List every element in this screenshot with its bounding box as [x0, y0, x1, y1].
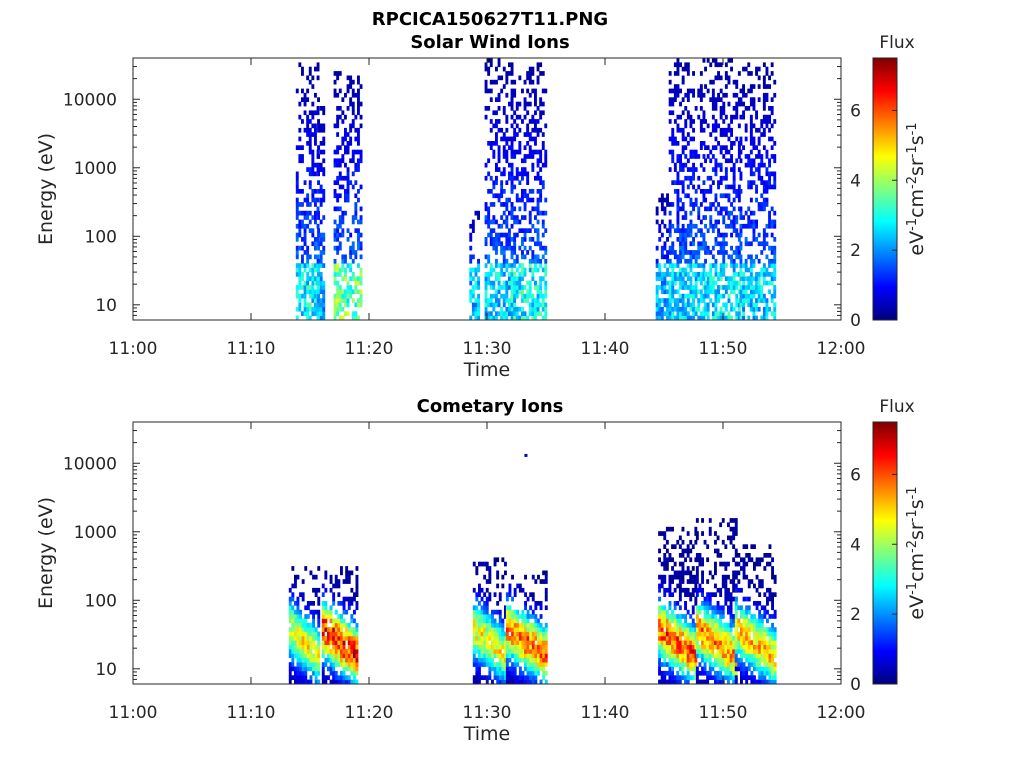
flux-burst	[333, 71, 363, 321]
colorbar-tick-label: 2	[850, 605, 861, 625]
flux-burst	[317, 97, 326, 321]
colorbar-title: Flux	[879, 33, 914, 53]
colorbar: Flux 0 2 4 6 eV-1cm-2sr-1s-1	[850, 33, 928, 331]
x-tick-label: 11:50	[699, 703, 748, 723]
y-axis-label: Energy (eV)	[35, 497, 57, 609]
x-tick-label: 12:00	[817, 339, 866, 359]
flux-burst	[734, 544, 777, 685]
colorbar-tick-label: 6	[850, 101, 861, 121]
colorbar-tick-label: 2	[850, 241, 861, 261]
flux-burst	[668, 58, 706, 321]
x-tick-label: 11:10	[227, 703, 276, 723]
x-tick-label: 11:20	[345, 703, 394, 723]
x-tick-label: 11:10	[227, 339, 276, 359]
colorbar-tick-label: 6	[850, 465, 861, 485]
flux-burst	[321, 566, 359, 685]
x-tick-label: 11:30	[463, 703, 512, 723]
flux-burst	[295, 62, 320, 321]
colorbar-unit-label: eV-1cm-2sr-1s-1	[905, 122, 929, 255]
figure-title: RPCICA150627T11.PNG	[372, 9, 608, 30]
heatmap-cells	[295, 58, 777, 321]
y-tick-label: 100	[85, 591, 117, 611]
flux-burst	[472, 557, 507, 685]
y-tick-label: 1000	[74, 523, 117, 543]
y-tick-label: 10000	[63, 454, 117, 474]
x-tick-label: 11:50	[699, 339, 748, 359]
flux-burst	[704, 58, 741, 321]
colorbar-tick-label: 0	[850, 675, 861, 695]
colorbar-unit-label: eV-1cm-2sr-1s-1	[905, 486, 929, 619]
flux-burst	[695, 518, 738, 685]
flux-burst	[510, 62, 548, 321]
flux-burst	[658, 526, 698, 685]
flux-burst	[469, 210, 480, 321]
flux-burst	[739, 62, 777, 321]
colorbar: Flux 0 2 4 6 eV-1cm-2sr-1s-1	[850, 397, 928, 695]
y-tick-label: 1000	[74, 159, 117, 179]
x-tick-label: 11:40	[581, 339, 630, 359]
colorbar-tick-label: 4	[850, 171, 861, 191]
x-axis-label: Time	[463, 359, 511, 381]
x-tick-label: 11:00	[109, 703, 158, 723]
colorbar-tick-label: 4	[850, 535, 861, 555]
x-tick-label: 11:00	[109, 339, 158, 359]
flux-burst	[484, 58, 514, 321]
heatmap-cells	[288, 453, 777, 685]
flux-burst	[505, 570, 548, 685]
cometary-panel: 11:00 11:10 11:20 11:30 11:40 11:50 12:00 10 100…	[35, 397, 928, 745]
colorbar-title: Flux	[879, 397, 914, 417]
y-tick-label: 10000	[63, 90, 117, 110]
y-tick-label: 10	[95, 660, 117, 680]
panel-2-title: Cometary Ions	[417, 396, 564, 417]
x-tick-label: 12:00	[817, 703, 866, 723]
x-tick-label: 11:40	[581, 703, 630, 723]
panel-1-title: Solar Wind Ions	[410, 32, 569, 53]
colorbar-tick-label: 0	[850, 311, 861, 331]
flux-burst	[288, 566, 321, 685]
y-axis-label: Energy (eV)	[35, 133, 57, 245]
x-axis-label: Time	[463, 723, 511, 745]
solar-wind-panel: 11:00 11:10 11:20 11:30 11:40 11:50 12:00 10 100…	[35, 33, 928, 381]
x-tick-label: 11:30	[463, 339, 512, 359]
y-tick-label: 100	[85, 227, 117, 247]
y-tick-label: 10	[95, 296, 117, 316]
outlier-point	[524, 453, 528, 457]
x-tick-label: 11:20	[345, 339, 394, 359]
